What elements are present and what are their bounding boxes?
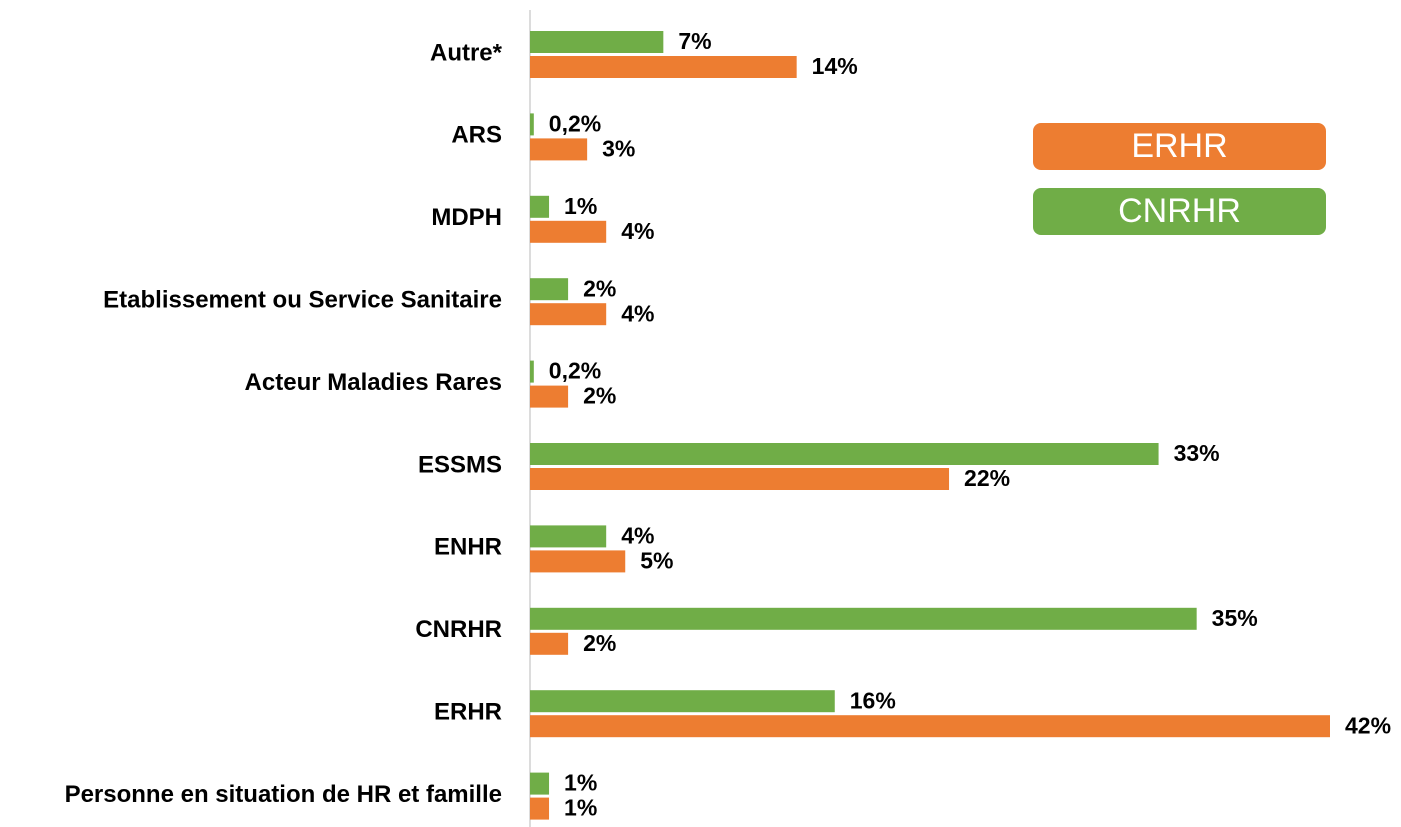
bar [530,31,664,53]
value-label: 3% [602,135,635,161]
value-label: 1% [564,770,597,796]
bar [530,278,569,301]
legend-swatch [1033,123,1326,170]
value-label: 1% [564,795,597,821]
legend-swatch [1033,188,1326,235]
bar [530,443,1159,465]
value-label: 42% [1345,712,1391,738]
value-label: 33% [1174,440,1220,466]
value-label: 7% [678,28,711,54]
bar [530,632,569,655]
category-label: ERHR [434,699,502,726]
value-label: 14% [812,53,858,79]
legend-label: ERHR [1131,127,1227,165]
bar [530,303,607,326]
bar [530,797,550,820]
category-label: Personne en situation de HR et famille [65,781,502,808]
category-label: ESSMS [418,451,502,478]
category-label: ENHR [434,534,502,561]
bar [530,772,550,795]
bar [530,220,607,243]
category-label: Etablissement ou Service Sanitaire [103,287,502,314]
bar [530,550,626,573]
category-label: ARS [451,122,502,149]
legend-label: CNRHR [1118,192,1241,230]
bar [530,525,607,548]
value-label: 4% [621,300,654,326]
value-label: 0,2% [549,358,601,384]
bar [530,385,569,408]
category-label: CNRHR [415,616,502,643]
bar [530,56,797,78]
value-label: 2% [583,275,616,301]
value-label: 1% [564,193,597,219]
bar [530,195,550,218]
bar [530,360,534,383]
category-label: MDPH [431,204,502,231]
value-label: 2% [583,383,616,409]
value-label: 0,2% [549,110,601,136]
value-label: 16% [850,687,896,713]
category-label: Acteur Maladies Rares [245,369,502,396]
bar [530,468,950,490]
bar [530,690,835,713]
category-label: Autre* [430,39,503,66]
value-label: 4% [621,522,654,548]
value-label: 2% [583,630,616,656]
value-label: 35% [1212,605,1258,631]
bar [530,138,588,161]
bar [530,607,1197,630]
bar [530,113,534,136]
value-label: 4% [621,218,654,244]
value-label: 22% [964,465,1010,491]
value-label: 5% [640,547,673,573]
bar [530,715,1330,738]
